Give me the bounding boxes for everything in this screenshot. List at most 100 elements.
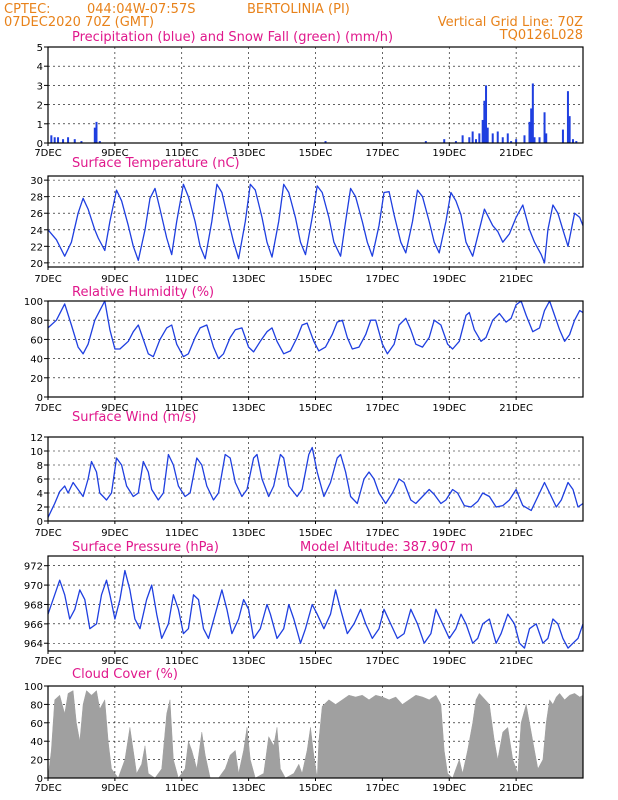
precip-bar xyxy=(481,119,484,143)
y-tick-label: 12 xyxy=(30,433,43,444)
y-tick-label: 24 xyxy=(30,226,43,237)
precip-bar xyxy=(98,141,101,143)
y-tick-label: 30 xyxy=(30,176,43,187)
panel-title: Surface Wind (m/s) xyxy=(72,410,196,425)
y-tick-label: 966 xyxy=(24,620,43,631)
y-tick-label: 964 xyxy=(24,639,43,650)
y-tick-label: 972 xyxy=(24,562,43,573)
x-tick-label: 7DEC xyxy=(34,148,61,159)
y-tick-label: 60 xyxy=(30,719,43,730)
x-tick-label: 21DEC xyxy=(499,403,533,414)
y-tick-label: 80 xyxy=(30,700,43,711)
y-tick-label: 5 xyxy=(37,43,43,54)
y-tick-label: 0 xyxy=(37,393,43,404)
y-tick-label: 28 xyxy=(30,193,43,204)
y-tick-label: 20 xyxy=(30,259,43,270)
panel-2: Surface Temperature (nC) 20 22 24 26 28 30 7DEC… xyxy=(30,156,584,285)
x-tick-label: 9DEC xyxy=(101,274,128,285)
x-tick-label: 19DEC xyxy=(432,656,466,667)
precip-bar xyxy=(501,137,504,143)
precip-bar xyxy=(95,121,98,143)
y-tick-label: 20 xyxy=(30,374,43,385)
y-tick-label: 4 xyxy=(37,62,43,73)
header-coords: 044:04W-07:57S xyxy=(87,2,195,17)
x-tick-label: 7DEC xyxy=(34,656,61,667)
y-tick-label: 40 xyxy=(30,355,43,366)
x-tick-label: 17DEC xyxy=(366,403,400,414)
header-code: TQ0126L028 xyxy=(499,28,583,43)
x-tick-label: 7DEC xyxy=(34,528,61,539)
y-tick-label: 968 xyxy=(24,600,43,611)
x-tick-label: 21DEC xyxy=(499,528,533,539)
x-tick-label: 17DEC xyxy=(366,783,400,794)
x-tick-label: 13DEC xyxy=(232,403,266,414)
precip-bar xyxy=(50,135,53,143)
series-line xyxy=(47,183,584,264)
precip-bar xyxy=(324,141,327,143)
x-tick-label: 7DEC xyxy=(34,274,61,285)
x-tick-label: 13DEC xyxy=(232,528,266,539)
y-tick-label: 6 xyxy=(37,475,43,486)
y-tick-label: 80 xyxy=(30,316,43,327)
y-tick-label: 20 xyxy=(30,756,43,767)
x-tick-label: 9DEC xyxy=(101,656,128,667)
panel-1: Precipitation (blue) and Snow Fall (gree… xyxy=(34,30,584,159)
precip-bar xyxy=(57,137,60,143)
y-tick-label: 22 xyxy=(30,242,43,253)
y-tick-label: 26 xyxy=(30,209,43,220)
panel-title: Surface Temperature (nC) xyxy=(72,156,240,171)
x-tick-label: 19DEC xyxy=(432,148,466,159)
x-tick-label: 21DEC xyxy=(499,656,533,667)
precip-bar xyxy=(53,137,56,143)
x-tick-label: 11DEC xyxy=(165,148,199,159)
precip-bar xyxy=(496,131,499,143)
x-tick-label: 13DEC xyxy=(232,148,266,159)
y-tick-label: 100 xyxy=(24,682,43,693)
x-tick-label: 15DEC xyxy=(299,274,333,285)
y-tick-label: 60 xyxy=(30,335,43,346)
panel-6: Cloud Cover (%) 0 20 40 60 80 100 7DEC 9DEC 11DEC… xyxy=(24,667,584,794)
x-tick-label: 7DEC xyxy=(34,783,61,794)
precip-bar xyxy=(506,133,509,143)
precip-bar xyxy=(545,133,548,143)
y-tick-label: 2 xyxy=(37,101,43,112)
precip-bar xyxy=(566,91,569,143)
precip-bar xyxy=(80,141,83,143)
precip-bar xyxy=(485,85,488,143)
cloud-cover-area xyxy=(47,690,584,779)
precip-bar xyxy=(67,137,70,143)
x-tick-label: 9DEC xyxy=(101,783,128,794)
x-tick-label: 21DEC xyxy=(499,274,533,285)
precip-bar xyxy=(523,135,526,143)
x-tick-label: 15DEC xyxy=(299,783,333,794)
precip-bar xyxy=(528,121,531,143)
x-tick-label: 9DEC xyxy=(101,148,128,159)
x-tick-label: 7DEC xyxy=(34,403,61,414)
precip-bar xyxy=(538,137,541,143)
precip-bar xyxy=(486,127,489,143)
precip-bar xyxy=(93,127,96,143)
panel-3: Relative Humidity (%) 0 20 40 60 80 100 7DEC 9DE… xyxy=(24,285,584,414)
series-line xyxy=(47,569,584,649)
y-tick-label: 100 xyxy=(24,297,43,308)
precip-bar xyxy=(454,141,457,143)
x-tick-label: 15DEC xyxy=(299,656,333,667)
precip-bar xyxy=(461,135,464,143)
y-tick-label: 0 xyxy=(37,517,43,528)
precip-bar xyxy=(568,116,571,143)
x-tick-label: 11DEC xyxy=(165,528,199,539)
y-tick-label: 4 xyxy=(37,489,43,500)
precip-bar xyxy=(571,139,574,143)
precip-bar xyxy=(73,139,76,143)
panel-title: Precipitation (blue) and Snow Fall (gree… xyxy=(72,30,393,45)
precip-bar xyxy=(478,133,481,143)
x-tick-label: 11DEC xyxy=(165,274,199,285)
x-tick-label: 11DEC xyxy=(165,403,199,414)
y-tick-label: 1 xyxy=(37,120,43,131)
x-tick-label: 21DEC xyxy=(499,148,533,159)
precip-bar xyxy=(471,131,474,143)
x-tick-label: 13DEC xyxy=(232,656,266,667)
precip-bar xyxy=(575,141,578,143)
header-source: CPTEC: xyxy=(4,2,51,17)
